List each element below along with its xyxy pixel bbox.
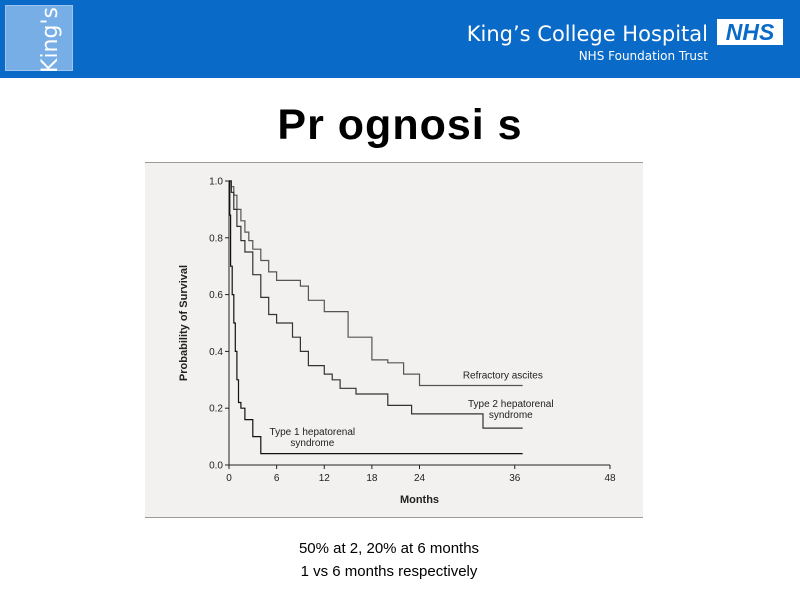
y-tick-label: 0.6 <box>209 290 223 301</box>
x-tick-label: 18 <box>366 473 378 484</box>
x-tick-label: 36 <box>509 473 521 484</box>
x-tick-label: 12 <box>319 473 331 484</box>
y-axis-title: Probability of Survival <box>178 265 190 381</box>
kings-logo: King's <box>5 5 73 73</box>
y-tick-label: 0.2 <box>209 404 223 415</box>
hospital-name: King’s College Hospital <box>466 22 708 46</box>
header-bar: King's King’s College Hospital NHS Found… <box>0 0 800 78</box>
trust-name: NHS Foundation Trust <box>578 49 708 63</box>
logo-text: King's <box>38 7 63 73</box>
y-tick-label: 0.4 <box>209 347 223 358</box>
series-line-3 <box>229 180 523 455</box>
series-label-3: Type 1 hepatorenal <box>270 427 356 438</box>
x-tick-label: 24 <box>414 473 426 484</box>
series-line-1 <box>229 180 523 387</box>
x-tick-label: 0 <box>226 473 232 484</box>
chart-panel: 0.0 0.2 0.4 0.6 0.8 1.0 0 6 12 18 24 36 48 Months Prob… <box>145 162 643 518</box>
nhs-logo: NHS <box>717 19 783 45</box>
caption-line-1: 50% at 2, 20% at 6 months <box>298 540 480 557</box>
series-label-2: Type 2 hepatorenal <box>468 399 554 410</box>
x-tick-label: 6 <box>274 473 280 484</box>
caption-line-2: 1 vs 6 months respectively <box>300 563 478 580</box>
x-axis-title: Months <box>400 494 439 506</box>
slide-title: Pr ognosi s <box>277 101 523 149</box>
y-tick-label: 1.0 <box>209 177 223 188</box>
series-label-2: syndrome <box>489 410 533 421</box>
survival-chart: 0.0 0.2 0.4 0.6 0.8 1.0 0 6 12 18 24 36 48 Months Prob… <box>178 177 616 507</box>
y-tick-label: 0.0 <box>209 461 223 472</box>
y-tick-label: 0.8 <box>209 233 223 244</box>
x-tick-label: 48 <box>604 473 616 484</box>
series-line-2 <box>229 180 523 429</box>
series-label-3: syndrome <box>290 438 334 449</box>
series-label-1: Refractory ascites <box>463 370 543 381</box>
